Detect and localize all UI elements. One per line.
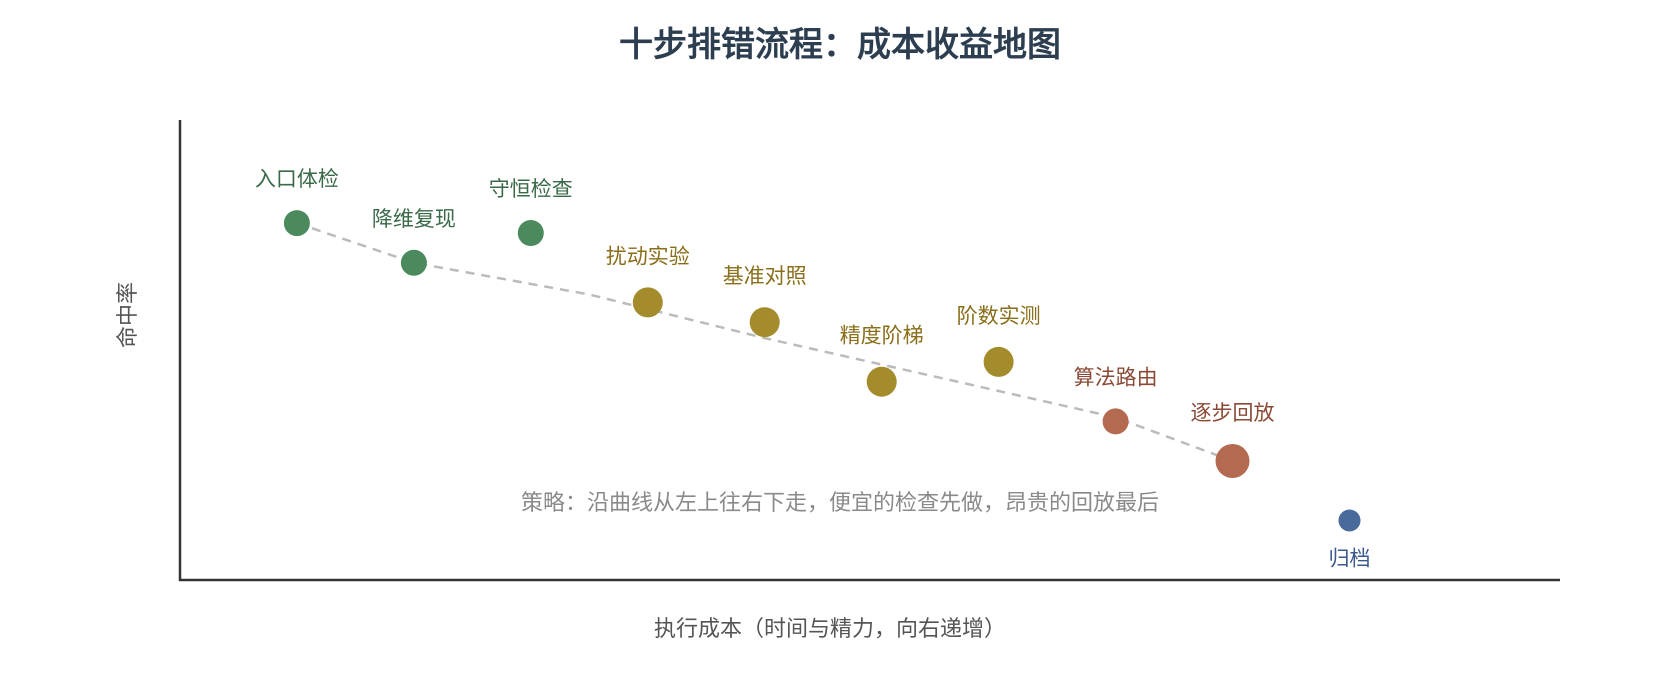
chart-title: 十步排错流程：成本收益地图: [619, 25, 1061, 65]
data-point-10: [1338, 509, 1361, 532]
axes: [178, 120, 1560, 582]
data-label-10: 归档: [1329, 547, 1371, 571]
data-label-2: 降维复现: [372, 207, 456, 231]
data-label-7: 阶数实测: [957, 304, 1041, 328]
data-point-4: [632, 287, 663, 318]
data-label-9: 逐步回放: [1191, 401, 1275, 425]
data-point-3: [517, 220, 544, 246]
trend-line: [296, 221, 1233, 463]
data-point-8: [1102, 408, 1129, 435]
data-point-1: [283, 210, 310, 237]
data-label-4: 扰动实验: [606, 244, 690, 268]
data-label-5: 基准对照: [723, 264, 807, 288]
trend-line-group: [296, 221, 1233, 463]
data-label-1: 入口体检: [255, 167, 339, 191]
strategy-annotation: 策略：沿曲线从左上往右下走，便宜的检查先做，昂贵的回放最后: [521, 491, 1159, 516]
data-label-6: 精度阶梯: [840, 324, 924, 348]
data-point-2: [400, 249, 427, 276]
x-axis-label: 执行成本（时间与精力，向右递增）: [654, 617, 1006, 642]
data-point-7: [983, 346, 1014, 377]
data-point-5: [749, 307, 780, 338]
data-label-3: 守恒检查: [489, 177, 573, 201]
data-points-group: [283, 210, 1361, 532]
data-point-6: [866, 366, 897, 397]
data-point-9: [1215, 444, 1250, 478]
data-label-8: 算法路由: [1074, 365, 1158, 389]
y-axis-label: 命中率: [116, 282, 141, 348]
